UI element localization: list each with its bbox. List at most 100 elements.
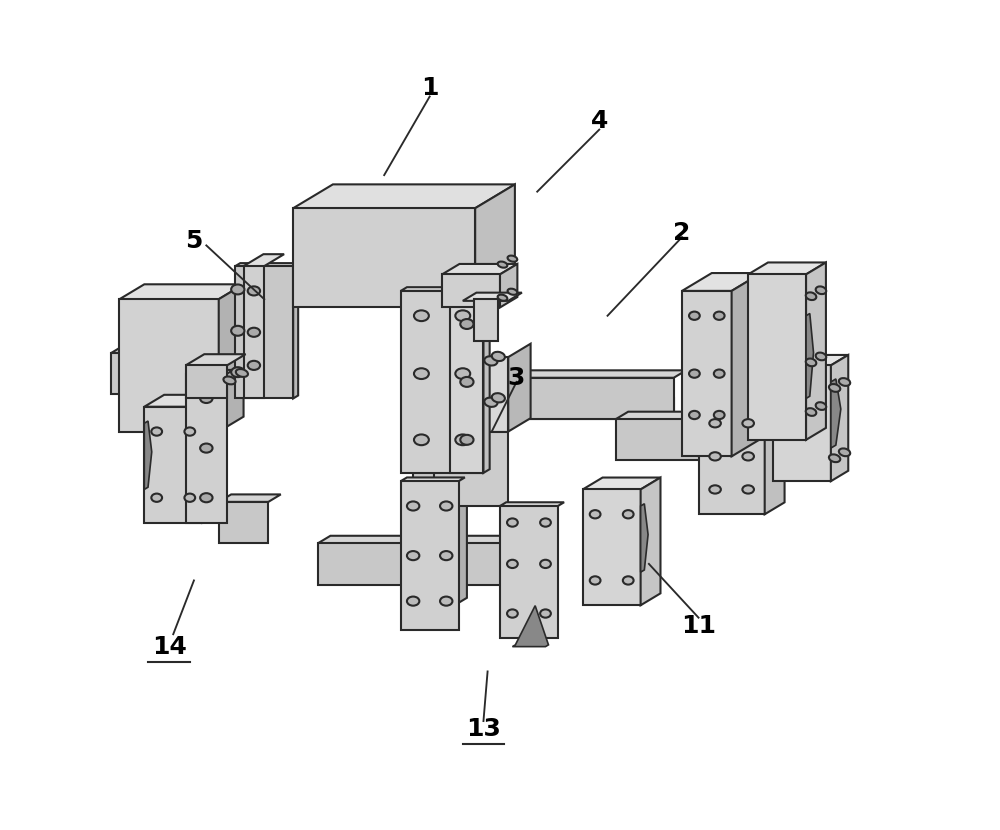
Polygon shape bbox=[186, 354, 246, 365]
Polygon shape bbox=[219, 495, 281, 502]
Ellipse shape bbox=[184, 427, 195, 436]
Ellipse shape bbox=[507, 609, 518, 618]
Polygon shape bbox=[806, 314, 814, 398]
Polygon shape bbox=[450, 291, 483, 473]
Polygon shape bbox=[186, 374, 227, 523]
Ellipse shape bbox=[689, 311, 700, 320]
Ellipse shape bbox=[689, 411, 700, 419]
Ellipse shape bbox=[440, 501, 452, 510]
Ellipse shape bbox=[248, 286, 260, 295]
Ellipse shape bbox=[839, 378, 850, 386]
Ellipse shape bbox=[455, 310, 470, 321]
Text: 13: 13 bbox=[466, 717, 501, 741]
Ellipse shape bbox=[806, 359, 816, 366]
Polygon shape bbox=[293, 208, 475, 307]
Ellipse shape bbox=[460, 377, 474, 387]
Polygon shape bbox=[318, 536, 537, 543]
Polygon shape bbox=[202, 395, 222, 523]
Polygon shape bbox=[144, 421, 152, 490]
Polygon shape bbox=[773, 355, 848, 365]
Ellipse shape bbox=[623, 510, 634, 519]
Polygon shape bbox=[401, 287, 490, 291]
Ellipse shape bbox=[231, 326, 244, 336]
Polygon shape bbox=[483, 287, 490, 473]
Ellipse shape bbox=[742, 486, 754, 494]
Polygon shape bbox=[641, 504, 648, 572]
Polygon shape bbox=[401, 291, 483, 473]
Polygon shape bbox=[119, 299, 219, 432]
Polygon shape bbox=[641, 477, 660, 605]
Polygon shape bbox=[186, 370, 233, 374]
Polygon shape bbox=[318, 543, 525, 584]
Ellipse shape bbox=[714, 311, 725, 320]
Polygon shape bbox=[512, 606, 548, 647]
Ellipse shape bbox=[414, 369, 429, 379]
Polygon shape bbox=[450, 287, 490, 291]
Ellipse shape bbox=[200, 493, 213, 502]
Ellipse shape bbox=[440, 597, 452, 606]
Text: 5: 5 bbox=[185, 229, 203, 253]
Ellipse shape bbox=[414, 310, 429, 321]
Polygon shape bbox=[732, 273, 761, 456]
Polygon shape bbox=[186, 365, 227, 398]
Polygon shape bbox=[500, 506, 558, 638]
Ellipse shape bbox=[492, 393, 505, 403]
Polygon shape bbox=[293, 263, 298, 398]
Ellipse shape bbox=[407, 501, 419, 510]
Polygon shape bbox=[219, 285, 244, 432]
Ellipse shape bbox=[498, 295, 507, 300]
Ellipse shape bbox=[540, 519, 551, 527]
Ellipse shape bbox=[223, 377, 236, 384]
Ellipse shape bbox=[709, 486, 721, 494]
Ellipse shape bbox=[507, 519, 518, 527]
Ellipse shape bbox=[508, 256, 517, 261]
Ellipse shape bbox=[440, 551, 452, 560]
Ellipse shape bbox=[248, 361, 260, 370]
Ellipse shape bbox=[806, 408, 816, 416]
Polygon shape bbox=[682, 273, 761, 291]
Polygon shape bbox=[500, 264, 517, 307]
Polygon shape bbox=[682, 291, 732, 456]
Polygon shape bbox=[474, 300, 498, 341]
Ellipse shape bbox=[455, 434, 470, 445]
Polygon shape bbox=[475, 184, 515, 307]
Ellipse shape bbox=[455, 369, 470, 379]
Polygon shape bbox=[144, 407, 202, 523]
Ellipse shape bbox=[714, 369, 725, 378]
Polygon shape bbox=[442, 264, 517, 275]
Polygon shape bbox=[442, 275, 500, 307]
Polygon shape bbox=[508, 344, 531, 432]
Text: 1: 1 bbox=[421, 76, 438, 100]
Polygon shape bbox=[765, 387, 785, 515]
Text: 11: 11 bbox=[681, 614, 716, 638]
Ellipse shape bbox=[816, 353, 826, 360]
Ellipse shape bbox=[151, 494, 162, 502]
Ellipse shape bbox=[484, 356, 497, 365]
Polygon shape bbox=[401, 477, 465, 481]
Ellipse shape bbox=[816, 403, 826, 410]
Ellipse shape bbox=[414, 434, 429, 445]
Polygon shape bbox=[773, 365, 831, 481]
Ellipse shape bbox=[709, 452, 721, 461]
Ellipse shape bbox=[200, 394, 213, 403]
Text: 14: 14 bbox=[152, 635, 187, 659]
Polygon shape bbox=[235, 263, 298, 266]
Polygon shape bbox=[293, 184, 515, 208]
Polygon shape bbox=[616, 419, 715, 461]
Text: 4: 4 bbox=[591, 110, 608, 134]
Ellipse shape bbox=[829, 384, 840, 392]
Polygon shape bbox=[583, 477, 660, 490]
Text: 3: 3 bbox=[508, 366, 525, 390]
Ellipse shape bbox=[407, 551, 419, 560]
Ellipse shape bbox=[200, 443, 213, 452]
Ellipse shape bbox=[507, 559, 518, 568]
Polygon shape bbox=[467, 370, 686, 378]
Polygon shape bbox=[244, 266, 264, 398]
Ellipse shape bbox=[689, 369, 700, 378]
Ellipse shape bbox=[151, 427, 162, 436]
Ellipse shape bbox=[236, 369, 248, 377]
Ellipse shape bbox=[484, 398, 497, 407]
Ellipse shape bbox=[540, 609, 551, 618]
Polygon shape bbox=[467, 378, 674, 419]
Ellipse shape bbox=[231, 285, 244, 295]
